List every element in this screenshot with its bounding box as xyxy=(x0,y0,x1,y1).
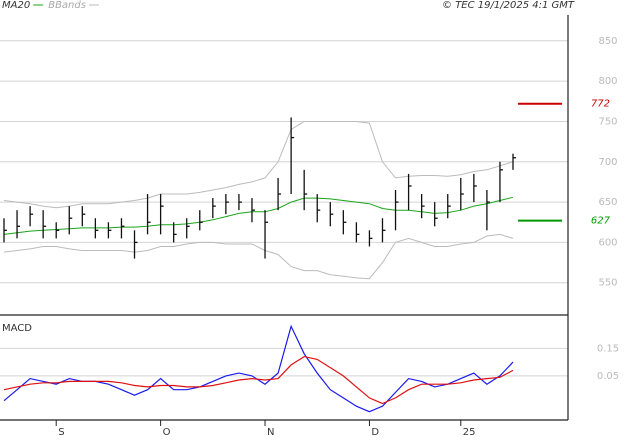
y-tick-label: 850 xyxy=(598,36,617,47)
x-tick-label: D xyxy=(371,427,379,438)
bband-upper xyxy=(3,121,514,209)
y-tick-label: 0.15 xyxy=(597,343,619,354)
legend-label: BBands xyxy=(48,0,86,11)
y-tick-label: 800 xyxy=(598,76,617,87)
x-tick-label: N xyxy=(267,427,274,438)
copyright: © TEC 19/1/2025 4:1 GMT xyxy=(442,0,575,11)
legend-label: MA20 xyxy=(2,0,30,11)
panel-title: MACD xyxy=(2,323,32,334)
x-tick-label: 25 xyxy=(463,427,476,438)
x-tick-label: S xyxy=(58,427,64,438)
y-tick-label: 600 xyxy=(598,237,617,248)
level-label: 627 xyxy=(591,216,611,227)
y-tick-label: 750 xyxy=(598,116,617,127)
macd-line xyxy=(3,355,514,405)
x-tick-label: O xyxy=(163,427,171,438)
macd-line xyxy=(3,324,514,413)
y-tick-label: 550 xyxy=(598,278,617,289)
level-label: 772 xyxy=(591,99,610,110)
ma-line xyxy=(3,196,514,235)
y-tick-label: 700 xyxy=(598,157,617,168)
bband-lower xyxy=(3,233,514,280)
y-tick-label: 0.05 xyxy=(597,371,619,382)
y-tick-label: 650 xyxy=(598,197,617,208)
